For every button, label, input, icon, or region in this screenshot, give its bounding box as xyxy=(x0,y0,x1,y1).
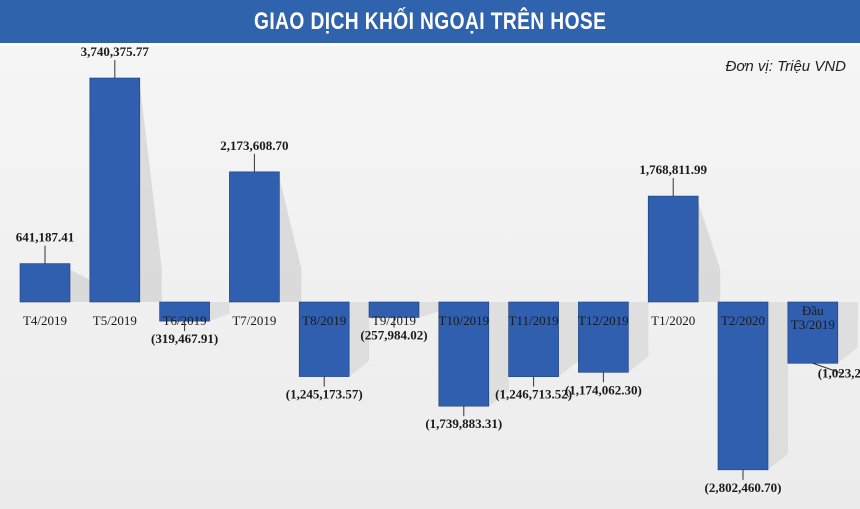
bar-shadow xyxy=(768,302,788,470)
bar-shadow xyxy=(279,177,302,302)
value-label: 2,173,608.70 xyxy=(220,138,288,153)
bar xyxy=(787,301,839,364)
bar-shadow xyxy=(419,302,439,318)
bar-shadow xyxy=(488,302,509,407)
category-label: T11/2019 xyxy=(509,313,559,328)
unit-label: Đơn vị: Triệu VND xyxy=(725,58,846,75)
chart-title: GIAO DỊCH KHỐI NGOẠI TRÊN HOSE xyxy=(253,7,607,35)
leader-line xyxy=(812,362,842,374)
category-label: T8/2019 xyxy=(302,313,346,328)
value-label: (319,467.91) xyxy=(151,331,218,346)
bar xyxy=(89,77,141,303)
bar xyxy=(438,301,490,407)
category-label: T1/2020 xyxy=(651,313,695,328)
category-label: T5/2019 xyxy=(93,313,137,328)
category-label: T6/2019 xyxy=(163,313,207,328)
value-label: 641,187.41 xyxy=(16,230,75,245)
category-label: T12/2019 xyxy=(578,313,629,328)
bar-shadow xyxy=(837,302,858,364)
bar-shadow xyxy=(70,269,92,302)
value-label: (2,802,460.70) xyxy=(705,480,782,495)
category-label: T4/2019 xyxy=(23,313,67,328)
value-label: (257,984.02) xyxy=(360,327,427,342)
value-label: (1,245,173.57) xyxy=(286,387,363,402)
value-label: (1,739,883.31) xyxy=(425,416,502,431)
bar-shadow xyxy=(558,302,579,377)
bar-shadow xyxy=(139,84,162,302)
value-label: (1,174,062.30) xyxy=(565,382,642,397)
bar xyxy=(19,263,71,303)
bar xyxy=(229,171,280,303)
bar xyxy=(298,301,350,377)
category-label: Đầu T3/2019 xyxy=(791,303,835,332)
bar xyxy=(578,301,629,373)
value-label: 3,740,375.77 xyxy=(81,44,150,59)
value-label: 1,768,811.99 xyxy=(639,162,707,177)
category-label: T10/2019 xyxy=(439,313,490,328)
bar xyxy=(717,301,769,471)
bar-shadow xyxy=(698,202,721,302)
bar-shadow xyxy=(628,302,649,373)
title-bar: GIAO DỊCH KHỐI NGOẠI TRÊN HOSE xyxy=(0,0,860,46)
value-label: (1,023,289.11) xyxy=(818,365,860,380)
bar-shadow xyxy=(349,302,370,377)
bar-shadow xyxy=(209,302,230,322)
bar xyxy=(647,195,699,303)
category-label: T2/2020 xyxy=(721,313,765,328)
category-label: T7/2019 xyxy=(232,313,276,328)
bar xyxy=(508,301,559,377)
value-label: (1,246,713.52) xyxy=(495,387,572,402)
